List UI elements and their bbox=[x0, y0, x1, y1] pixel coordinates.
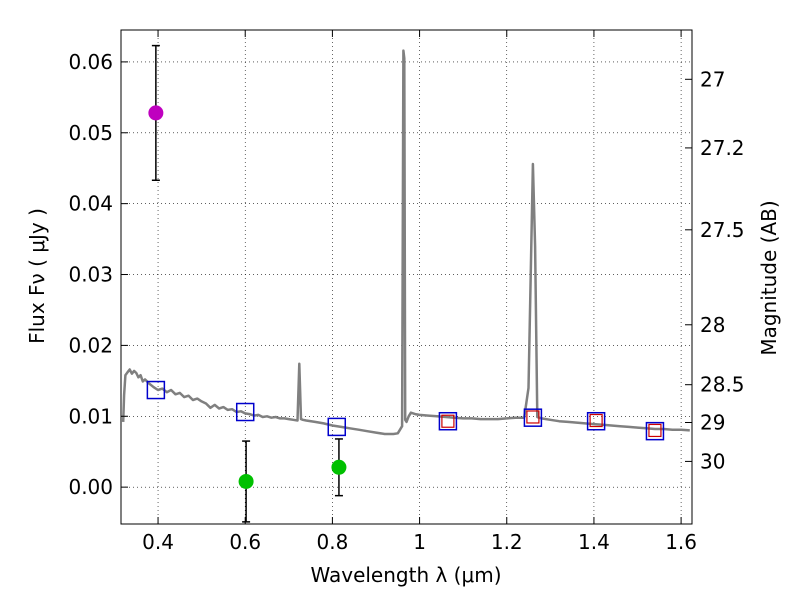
x-tick-label: 0.4 bbox=[142, 530, 174, 554]
mag-tick-label: 28.5 bbox=[700, 373, 745, 397]
x-tick-label: 1.4 bbox=[578, 530, 610, 554]
mag-tick-label: 27.5 bbox=[700, 218, 745, 242]
y-tick-label: 0.02 bbox=[68, 333, 113, 357]
green-point-marker bbox=[238, 473, 254, 489]
tick-layer: 0.4 0.6 0.8 1 1.2 1.4 1.6 0.00 0.01 0.02 0.03 0.04 0… bbox=[68, 30, 745, 554]
spectrum-layer bbox=[121, 49, 690, 436]
y-axis-label-left: Flux Fν ( μJy ) bbox=[25, 208, 49, 344]
plot-frame bbox=[120, 29, 693, 525]
x-tick-label: 1 bbox=[413, 530, 426, 554]
y-tick-label: 0.00 bbox=[68, 475, 113, 499]
blue-square-marker bbox=[146, 380, 166, 400]
blue-square-marker bbox=[586, 411, 606, 431]
y-tick-label: 0.04 bbox=[68, 192, 113, 216]
magenta-point-marker bbox=[148, 105, 164, 121]
red-square-marker bbox=[526, 410, 540, 424]
y-tick-label: 0.06 bbox=[68, 50, 113, 74]
mag-tick-label: 27 bbox=[700, 67, 725, 91]
x-tick-label: 0.6 bbox=[229, 530, 261, 554]
x-tick-label: 1.2 bbox=[491, 530, 523, 554]
blue-square-marker bbox=[645, 421, 665, 441]
blue-square-marker bbox=[438, 411, 458, 431]
red-square-marker bbox=[589, 413, 603, 428]
red-square-marker bbox=[648, 423, 662, 438]
mag-tick-label: 30 bbox=[700, 449, 725, 473]
green-point-marker bbox=[331, 459, 347, 475]
red-square-marker bbox=[441, 414, 455, 428]
mag-tick-label: 29 bbox=[700, 411, 725, 435]
y-tick-label: 0.03 bbox=[68, 263, 113, 287]
blue-square-marker bbox=[327, 417, 347, 437]
y-axis-label-right: Magnitude (AB) bbox=[757, 200, 781, 355]
errorbar-layer bbox=[151, 44, 343, 523]
spectrum-line bbox=[121, 49, 690, 436]
blue-square-marker bbox=[523, 408, 543, 427]
mag-tick-label: 27.2 bbox=[700, 136, 745, 160]
x-axis-label: Wavelength λ (μm) bbox=[310, 563, 501, 587]
grid bbox=[121, 30, 692, 524]
blue-square-marker bbox=[235, 402, 255, 422]
x-tick-label: 1.6 bbox=[665, 530, 697, 554]
y-tick-label: 0.05 bbox=[68, 121, 113, 145]
y-tick-label: 0.01 bbox=[68, 404, 113, 428]
marker-layer bbox=[146, 105, 665, 489]
mag-tick-label: 28 bbox=[700, 313, 725, 337]
x-tick-label: 0.8 bbox=[316, 530, 348, 554]
